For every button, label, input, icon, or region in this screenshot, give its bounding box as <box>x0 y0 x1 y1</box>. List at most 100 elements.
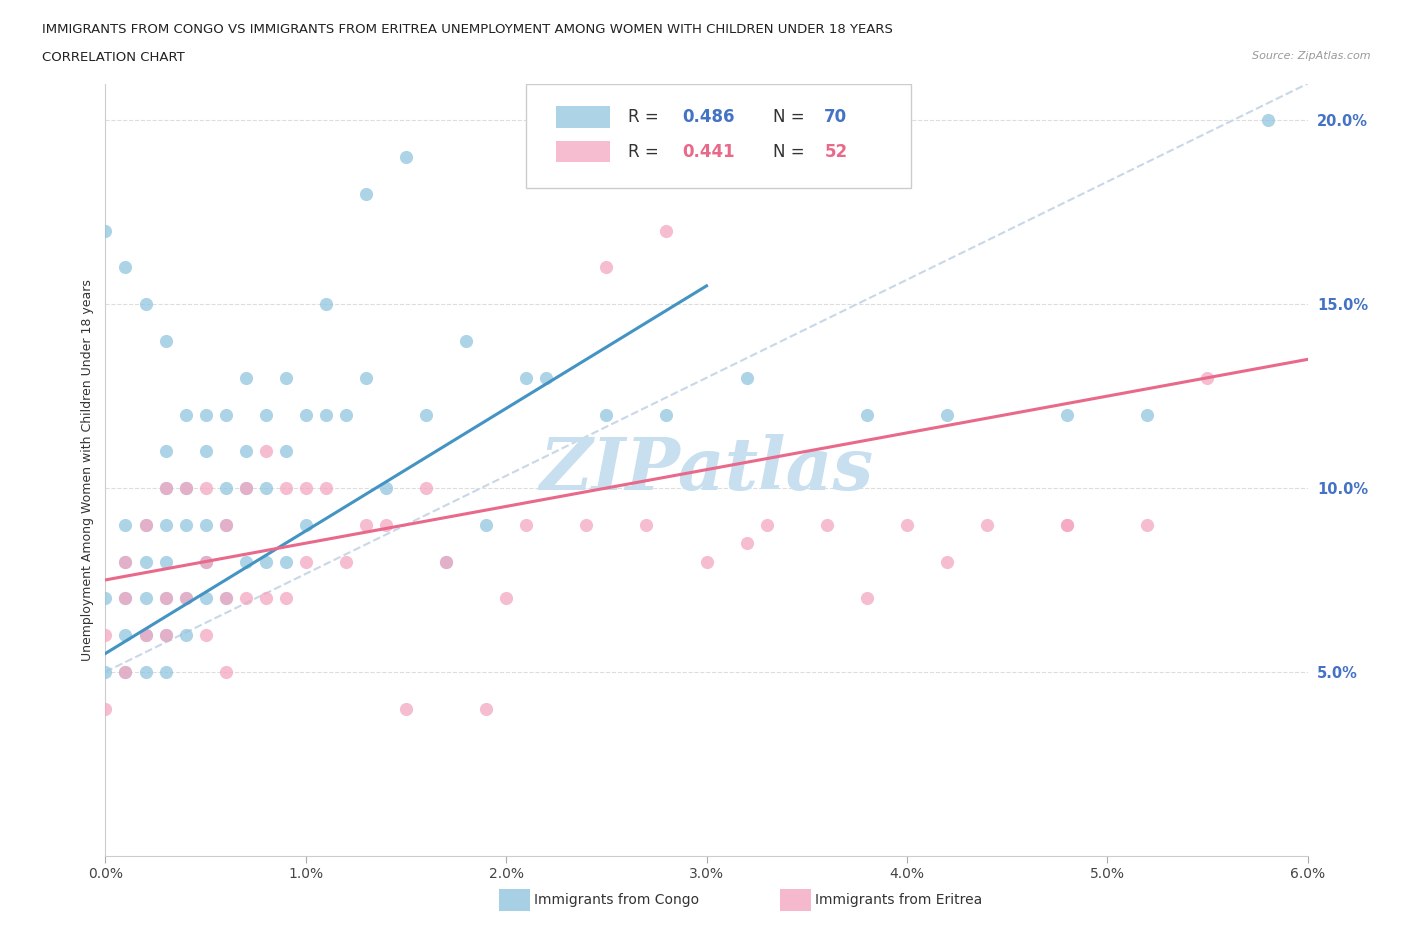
Point <box>155 628 177 643</box>
Point <box>235 444 257 458</box>
Point <box>1056 407 1078 422</box>
Point <box>114 628 136 643</box>
Y-axis label: Unemployment Among Women with Children Under 18 years: Unemployment Among Women with Children U… <box>82 279 94 660</box>
Point <box>936 554 959 569</box>
Point <box>135 591 157 605</box>
Point <box>295 554 318 569</box>
Text: IMMIGRANTS FROM CONGO VS IMMIGRANTS FROM ERITREA UNEMPLOYMENT AMONG WOMEN WITH C: IMMIGRANTS FROM CONGO VS IMMIGRANTS FROM… <box>42 23 893 36</box>
Text: CORRELATION CHART: CORRELATION CHART <box>42 51 186 64</box>
Point <box>235 370 257 385</box>
Point <box>1197 370 1219 385</box>
Point <box>174 481 197 496</box>
Point <box>395 150 418 165</box>
Text: ZIPatlas: ZIPatlas <box>540 434 873 505</box>
Text: Source: ZipAtlas.com: Source: ZipAtlas.com <box>1253 51 1371 61</box>
Point <box>254 407 277 422</box>
Point <box>155 628 177 643</box>
Point <box>295 407 318 422</box>
Point <box>94 701 117 716</box>
Point <box>235 554 257 569</box>
Point <box>1056 517 1078 532</box>
Point <box>174 407 197 422</box>
Point <box>114 591 136 605</box>
Point <box>274 554 297 569</box>
Point <box>114 664 136 679</box>
Point <box>214 591 236 605</box>
Point <box>936 407 959 422</box>
Point <box>214 517 236 532</box>
Point <box>174 628 197 643</box>
Point <box>735 536 758 551</box>
Point <box>135 297 157 312</box>
Point <box>454 334 477 349</box>
Point <box>235 481 257 496</box>
Point <box>575 517 598 532</box>
Text: 70: 70 <box>824 108 848 126</box>
Point <box>475 517 498 532</box>
Point <box>254 591 277 605</box>
Point <box>235 481 257 496</box>
Point <box>354 517 377 532</box>
Point <box>94 664 117 679</box>
Point <box>636 517 658 532</box>
Point <box>114 591 136 605</box>
Point <box>194 481 217 496</box>
Point <box>214 481 236 496</box>
Point <box>415 481 437 496</box>
Point <box>194 591 217 605</box>
Point <box>194 517 217 532</box>
Point <box>174 591 197 605</box>
Point <box>254 554 277 569</box>
Point <box>174 517 197 532</box>
Point <box>374 481 398 496</box>
Point <box>815 517 838 532</box>
Point <box>595 407 617 422</box>
Point <box>434 554 457 569</box>
Point <box>855 407 877 422</box>
Point <box>135 628 157 643</box>
Point <box>114 554 136 569</box>
Point <box>114 260 136 275</box>
Point <box>434 554 457 569</box>
Point <box>214 517 236 532</box>
Point <box>515 517 537 532</box>
Point <box>194 407 217 422</box>
Point <box>155 591 177 605</box>
Point <box>135 554 157 569</box>
Point <box>1056 517 1078 532</box>
Point <box>335 407 357 422</box>
Point <box>254 444 277 458</box>
Point <box>495 591 517 605</box>
Point <box>315 407 337 422</box>
Point <box>135 517 157 532</box>
Point <box>534 370 557 385</box>
Point <box>235 591 257 605</box>
Point <box>696 554 718 569</box>
Point <box>155 481 177 496</box>
Point <box>274 444 297 458</box>
Point <box>395 701 418 716</box>
Point <box>475 701 498 716</box>
Point <box>194 554 217 569</box>
Point <box>135 517 157 532</box>
Point <box>94 223 117 238</box>
Text: Immigrants from Congo: Immigrants from Congo <box>534 893 699 908</box>
Point <box>155 334 177 349</box>
Point <box>315 481 337 496</box>
Point <box>354 187 377 202</box>
Point <box>274 481 297 496</box>
Text: R =: R = <box>628 142 665 161</box>
Point <box>155 664 177 679</box>
Point <box>194 628 217 643</box>
Text: R =: R = <box>628 108 665 126</box>
Point <box>174 591 197 605</box>
Point <box>155 481 177 496</box>
Point <box>114 554 136 569</box>
Point <box>135 628 157 643</box>
Point <box>855 591 877 605</box>
Point <box>1136 407 1159 422</box>
Point <box>94 591 117 605</box>
Point <box>295 517 318 532</box>
Point <box>755 517 778 532</box>
Text: 52: 52 <box>824 142 848 161</box>
